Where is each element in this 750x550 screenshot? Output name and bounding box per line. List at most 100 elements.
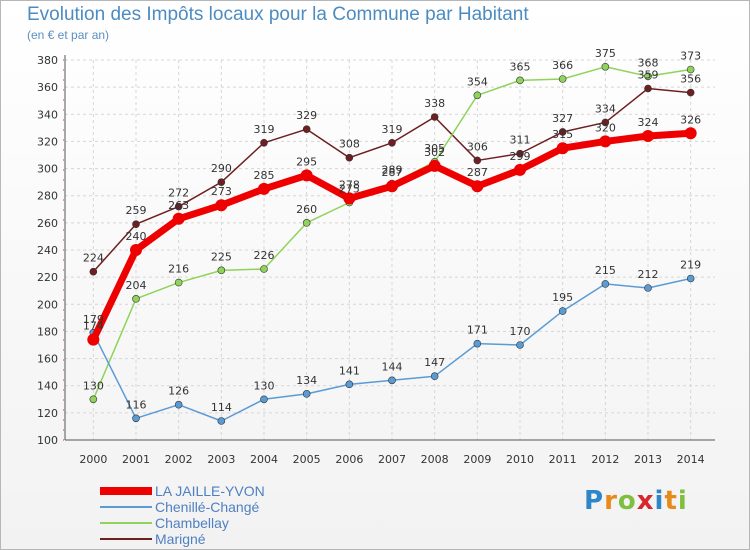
data-point (258, 182, 270, 195)
data-point (558, 75, 567, 83)
data-label: 219 (680, 259, 701, 272)
y-tick-label: 200 (37, 298, 58, 311)
y-tick-label: 340 (37, 108, 58, 121)
data-label: 260 (296, 203, 317, 216)
x-tick-label: 2009 (463, 453, 491, 466)
x-tick-label: 2008 (421, 453, 449, 466)
data-label: 308 (339, 138, 360, 151)
data-point (132, 295, 140, 303)
legend-label: Chambellay (155, 515, 229, 531)
data-point (473, 91, 482, 100)
data-point (217, 417, 226, 425)
logo-letter: t (664, 486, 678, 516)
y-tick-label: 180 (37, 325, 58, 338)
legend-swatch-chambellay (100, 522, 152, 524)
data-point (516, 76, 524, 85)
legend-label: Chenillé-Changé (155, 499, 260, 515)
data-point (215, 199, 228, 212)
data-label: 375 (595, 47, 616, 60)
data-label: 327 (552, 112, 573, 125)
x-tick-label: 2002 (165, 453, 193, 466)
data-point (345, 153, 354, 162)
x-tick-label: 2005 (293, 453, 321, 466)
x-tick-label: 2011 (549, 453, 577, 466)
data-point (686, 88, 695, 97)
data-point (516, 341, 524, 349)
data-label: 319 (382, 123, 403, 136)
data-point (644, 72, 652, 81)
data-label: 320 (595, 121, 616, 134)
data-point (174, 202, 183, 211)
data-label: 130 (254, 379, 275, 392)
data-point (130, 244, 142, 256)
legend-swatch-chenille-change (100, 506, 152, 508)
data-point (684, 127, 697, 140)
data-point (302, 219, 311, 227)
proxiti-logo: Proxiti (584, 486, 688, 516)
y-tick-label: 120 (37, 407, 58, 420)
data-label: 373 (680, 50, 701, 63)
data-point (428, 159, 441, 172)
data-point (260, 138, 268, 147)
data-label: 315 (552, 128, 573, 141)
data-point (343, 192, 356, 205)
data-label: 311 (510, 134, 531, 147)
y-tick-label: 100 (37, 434, 58, 447)
data-label: 216 (168, 263, 189, 276)
data-point (430, 113, 439, 121)
y-tick-label: 160 (37, 353, 58, 366)
data-label: 287 (467, 166, 488, 179)
data-label: 116 (126, 398, 147, 411)
x-tick-label: 2013 (634, 453, 662, 466)
data-point (473, 156, 482, 165)
data-label: 263 (168, 199, 189, 212)
data-label: 302 (424, 146, 445, 159)
data-label: 366 (552, 59, 573, 72)
data-label: 290 (211, 162, 232, 175)
logo-letter: i (654, 486, 665, 516)
data-label: 287 (382, 166, 403, 179)
data-label: 334 (595, 102, 616, 115)
data-point (217, 266, 226, 275)
data-label: 259 (126, 204, 147, 217)
data-label: 305 (424, 142, 445, 155)
x-tick-label: 2003 (207, 453, 235, 466)
legend-label: Marigné (155, 531, 206, 547)
data-point (642, 130, 654, 142)
logo-letter: o (617, 486, 637, 516)
x-tick-label: 2001 (122, 453, 150, 466)
data-label: 329 (296, 109, 317, 122)
logo-letter: P (584, 486, 605, 516)
data-point (89, 267, 98, 276)
x-tick-label: 2010 (506, 453, 534, 466)
logo-letter: i (677, 486, 688, 516)
y-tick-label: 360 (37, 81, 58, 94)
data-label: 225 (211, 250, 232, 263)
data-label: 224 (83, 252, 104, 265)
y-tick-label: 240 (37, 244, 58, 257)
data-label: 285 (254, 169, 275, 182)
data-point (300, 169, 313, 182)
chart-title: Evolution des Impôts locaux pour la Comm… (27, 4, 529, 25)
data-label: 226 (254, 249, 275, 262)
data-point (345, 380, 354, 389)
data-point (174, 400, 183, 409)
legend-swatch-la-jaille-yvon (100, 487, 152, 495)
data-point (172, 212, 185, 225)
data-point (174, 278, 183, 287)
chart-subtitle: (en € et par an) (27, 28, 110, 42)
data-label: 195 (552, 291, 573, 304)
x-tick-label: 2012 (591, 453, 619, 466)
data-label: 126 (168, 385, 189, 398)
data-label: 134 (296, 374, 317, 387)
data-point (132, 220, 140, 229)
data-label: 356 (680, 73, 701, 86)
data-label: 295 (296, 155, 317, 168)
data-label: 368 (638, 56, 659, 69)
data-label: 179 (83, 313, 104, 326)
x-tick-label: 2006 (335, 453, 363, 466)
y-tick-label: 280 (37, 190, 58, 203)
data-point (516, 149, 524, 158)
data-label: 141 (339, 364, 360, 377)
